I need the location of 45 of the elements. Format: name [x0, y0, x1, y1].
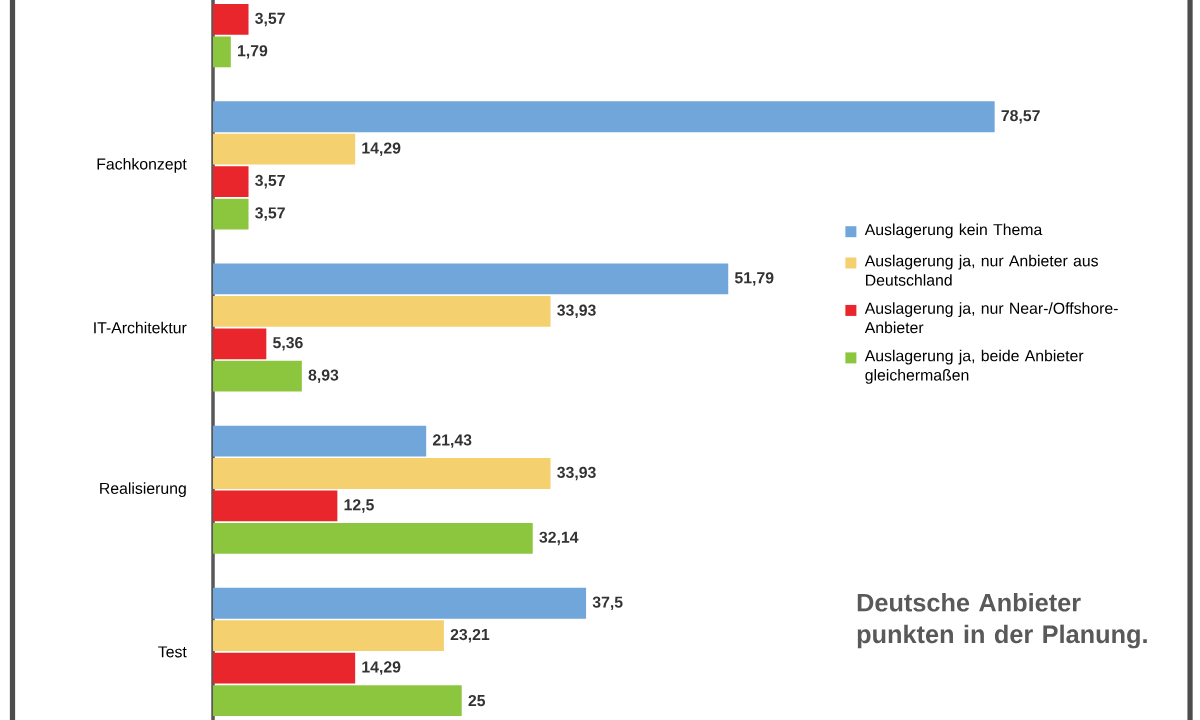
data-label: 33,93	[557, 466, 596, 481]
bar	[213, 620, 444, 652]
data-label: 8,93	[308, 369, 339, 383]
bar	[213, 133, 356, 165]
data-label: 25	[468, 694, 486, 707]
legend-label: Auslagerung kein Thema	[864, 223, 1043, 239]
bar	[213, 166, 249, 198]
y-tick-label: Realisierung	[100, 482, 186, 498]
data-label: 37,5	[592, 596, 623, 610]
legend-label: Auslagerung ja, nur Anbieter aus Deutschland	[864, 254, 1098, 286]
bar	[213, 263, 729, 295]
bar	[213, 4, 249, 35]
data-label: 5,36	[273, 337, 303, 351]
data-label: 33,93	[557, 304, 596, 319]
bar	[213, 295, 551, 327]
bar	[213, 101, 995, 133]
bar	[213, 360, 302, 392]
bar	[213, 685, 462, 716]
data-label: 78,57	[1001, 110, 1040, 124]
bar	[213, 425, 427, 457]
data-label: 14,29	[362, 142, 401, 156]
data-label: 23,21	[450, 628, 490, 643]
annotation: Deutsche Anbieter punkten in der Planung.	[857, 593, 1147, 649]
y-tick-label: Fachkonzept	[97, 158, 187, 173]
bar	[213, 652, 356, 684]
y-tick-label: Test	[158, 646, 187, 658]
data-label: 51,79	[734, 272, 774, 286]
data-label: 3,57	[255, 12, 285, 27]
bar	[213, 490, 338, 522]
bar	[213, 198, 249, 230]
data-label: 3,57	[255, 174, 285, 189]
legend-label: Auslagerung ja, nur Near-/Offshore-Anbieter	[864, 302, 1118, 334]
bar	[213, 458, 551, 489]
data-label: 3,57	[255, 207, 285, 221]
data-label: 1,79	[238, 45, 268, 59]
data-label: 12,5	[344, 499, 374, 513]
bar	[213, 522, 533, 554]
data-label: 32,14	[539, 531, 579, 546]
y-tick-label: IT-Architektur	[94, 321, 187, 334]
bar	[213, 36, 231, 68]
data-label: 14,29	[362, 661, 401, 675]
bar	[213, 587, 587, 619]
legend-label: Auslagerung ja, beide Anbieter gleichermaßen	[864, 349, 1084, 384]
bar	[213, 328, 267, 360]
data-label: 21,43	[432, 434, 472, 448]
